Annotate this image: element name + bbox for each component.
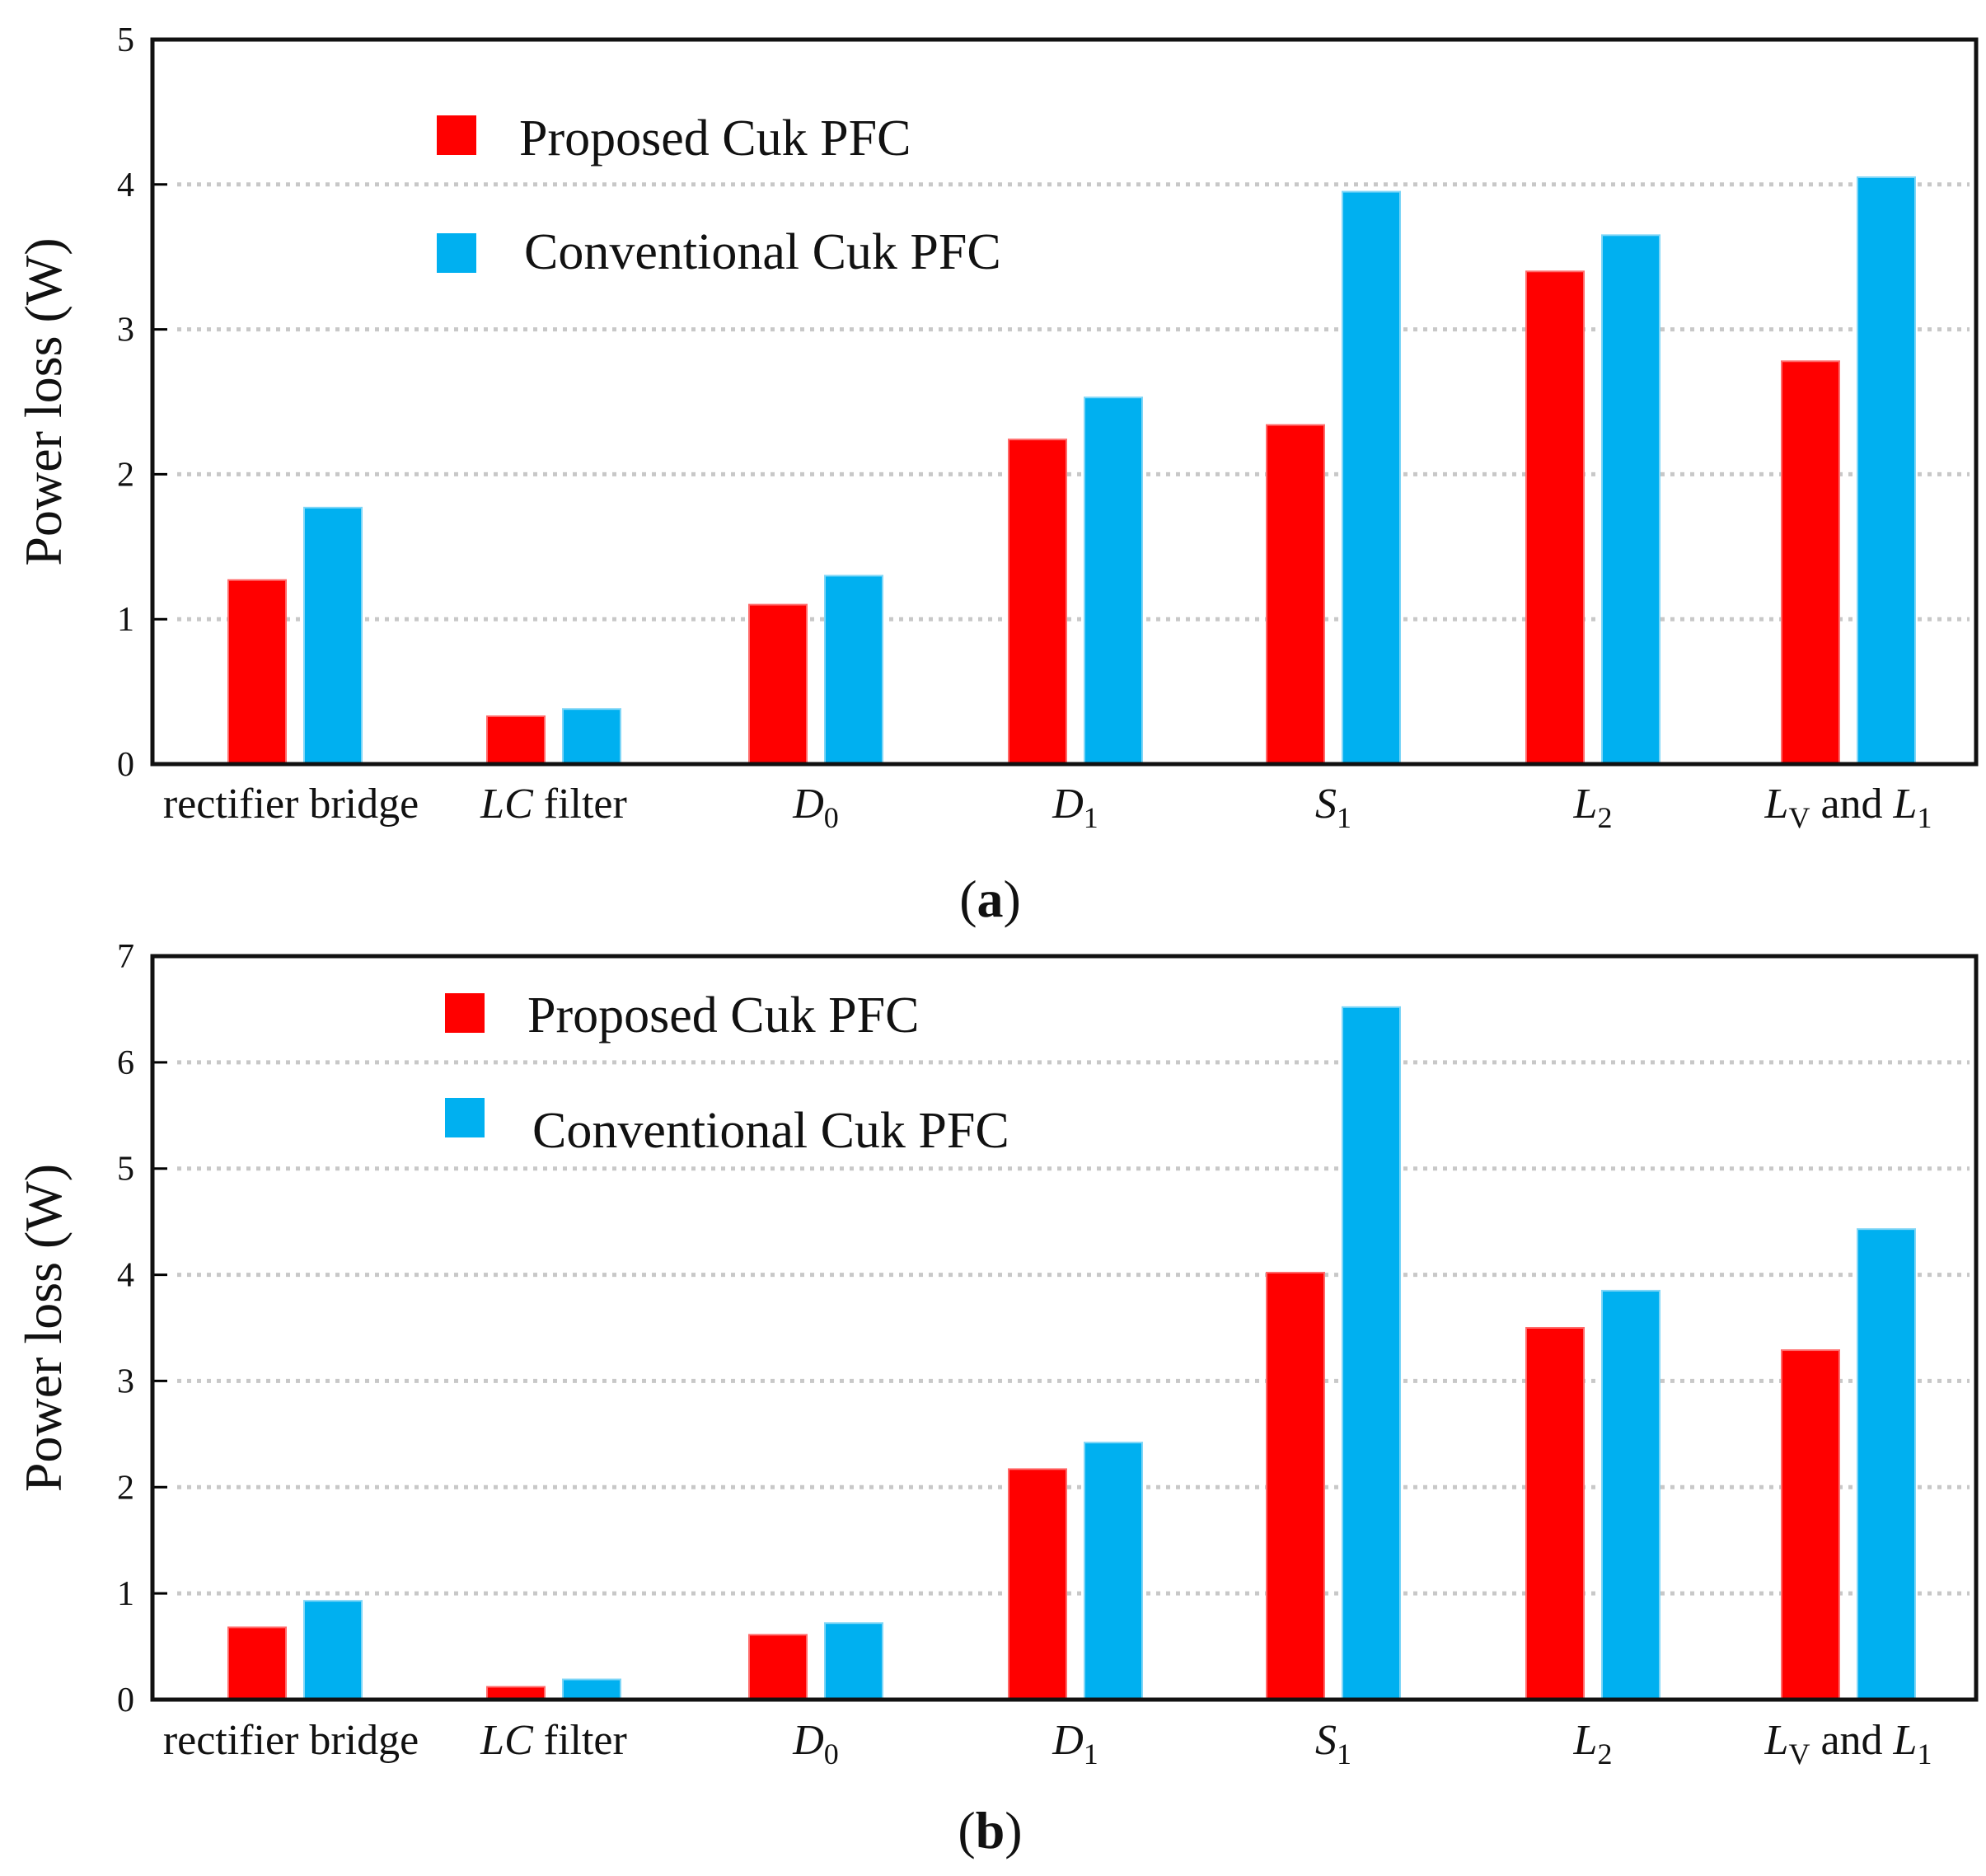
x-tick-label: D0 [792,1717,839,1770]
plot-frame [150,37,1979,767]
bar-proposed-4 [1266,424,1325,765]
y-tick-label: 2 [117,1469,134,1507]
legend-label: Conventional Cuk PFC [532,1103,1009,1159]
bar-proposed-3 [1008,439,1067,765]
plot-frame [150,954,1979,1702]
bar-proposed-5 [1525,270,1585,765]
x-tick-label: S1 [1315,1717,1351,1770]
y-tick-label: 3 [117,1362,134,1400]
legend-label: Conventional Cuk PFC [524,224,1001,280]
bar-proposed-1 [486,715,546,766]
y-axis-label: Power loss (W) [14,1164,73,1492]
panel-label: (a) [959,870,1021,928]
legend-swatch [437,115,476,155]
y-axis-label: Power loss (W) [14,237,73,565]
bar-proposed-6 [1781,360,1840,765]
x-tick-label: L2 [1573,1717,1613,1770]
legend-swatch [437,233,476,273]
x-tick-label: LC filter [480,781,627,828]
bar-conventional-4 [1342,1006,1401,1700]
x-tick-label: LV and L1 [1764,1717,1932,1770]
bar-proposed-3 [1008,1468,1067,1700]
bar-conventional-6 [1857,1228,1916,1700]
x-tick-label: rectifier bridge [163,781,419,828]
legend-label: Proposed Cuk PFC [527,987,919,1044]
y-tick-label: 1 [117,1575,134,1613]
bar-conventional-0 [303,506,363,765]
bar-proposed-2 [748,1634,808,1700]
y-tick-label: 0 [117,746,134,784]
chart-panel-a: 0 1 2 3 4 5 rectifier bridge LC filter D0 D1 S1 L2 L… [14,21,1979,928]
panel-label: (b) [958,1801,1022,1860]
y-tick-label: 3 [117,312,134,349]
bar-proposed-0 [227,579,287,766]
x-tick-label: D0 [792,781,839,834]
x-tick-label: LV and L1 [1764,781,1932,834]
bar-conventional-0 [303,1600,363,1700]
x-tick-label: rectifier bridge [163,1717,419,1764]
legend-label: Proposed Cuk PFC [519,110,911,166]
legend-swatch [445,1098,485,1137]
y-tick-label: 1 [117,601,134,639]
bar-conventional-1 [562,708,621,765]
legend-swatch [445,993,485,1033]
x-tick-label: S1 [1315,781,1351,834]
bar-conventional-5 [1601,1289,1660,1701]
x-tick-label: D1 [1052,781,1098,834]
bar-conventional-6 [1857,176,1916,765]
bar-proposed-5 [1525,1327,1585,1700]
bar-proposed-0 [227,1626,287,1701]
bar-conventional-3 [1084,396,1143,765]
y-tick-label: 4 [117,166,134,204]
bar-conventional-5 [1601,234,1660,765]
bar-proposed-4 [1266,1271,1325,1700]
bar-conventional-2 [824,1622,883,1701]
x-tick-label: D1 [1052,1717,1098,1770]
x-tick-label: LC filter [480,1717,627,1764]
y-tick-label: 7 [117,938,134,976]
bar-proposed-6 [1781,1349,1840,1701]
y-tick-label: 5 [117,21,134,59]
bar-conventional-4 [1342,190,1401,765]
x-tick-label: L2 [1573,781,1613,834]
bar-conventional-2 [824,575,883,766]
bar-conventional-3 [1084,1442,1143,1701]
y-tick-label: 5 [117,1151,134,1189]
y-tick-label: 6 [117,1044,134,1082]
y-tick-label: 0 [117,1681,134,1719]
bar-conventional-1 [562,1678,621,1700]
chart-panel-b: 0 1 2 3 4 5 6 7 rectifier bridge LC filter D0 D1 S1 L… [14,938,1979,1860]
y-tick-label: 4 [117,1257,134,1295]
y-tick-label: 2 [117,456,134,494]
bar-proposed-2 [748,603,808,765]
